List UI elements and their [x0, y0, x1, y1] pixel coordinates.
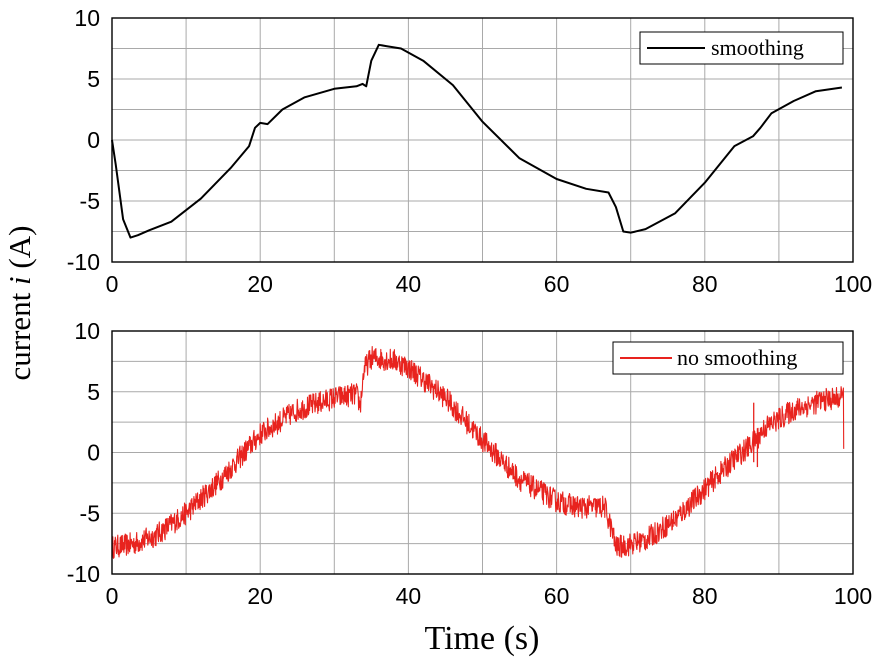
top-panel: 0 20 40 60 80 100 10 5 0 -5 -10 smoothing [67, 5, 872, 297]
y-tick-label: -5 [80, 500, 100, 526]
x-tick-label: 60 [544, 583, 570, 609]
x-tick-label: 20 [247, 271, 273, 297]
y-tick-label: 5 [87, 66, 100, 92]
x-tick-label: 100 [834, 271, 872, 297]
legend-label: no smoothing [677, 345, 797, 370]
x-tick-label: 0 [106, 583, 119, 609]
y-axis-label-prefix: current [2, 285, 37, 381]
y-tick-label: 10 [74, 5, 100, 31]
x-tick-label: 0 [106, 271, 119, 297]
y-axis-label: current i (A) [2, 226, 37, 381]
y-tick-label: 0 [87, 440, 100, 466]
legend: no smoothing [612, 341, 844, 375]
x-tick-label: 40 [396, 583, 422, 609]
y-axis-label-suffix: (A) [2, 226, 37, 277]
bottom-panel: 0 20 40 60 80 100 10 5 0 -5 -10 no smoothing [67, 318, 872, 609]
x-tick-label: 20 [247, 583, 273, 609]
y-tick-label: 0 [87, 127, 100, 153]
y-tick-label: -10 [67, 561, 100, 587]
x-tick-label: 80 [692, 583, 718, 609]
legend: smoothing [639, 31, 844, 65]
y-tick-label: -10 [67, 249, 100, 275]
y-tick-label: 5 [87, 379, 100, 405]
series-line [111, 43, 843, 239]
plot-frame [111, 17, 854, 263]
y-axis-label-symbol: i [2, 276, 37, 285]
x-axis-label: Time (s) [425, 620, 540, 657]
x-tick-label: 100 [834, 583, 872, 609]
legend-label: smoothing [711, 35, 804, 60]
series-line [111, 346, 845, 559]
x-tick-label: 40 [396, 271, 422, 297]
y-tick-label: -5 [80, 188, 100, 214]
x-tick-label: 60 [544, 271, 570, 297]
x-tick-label: 80 [692, 271, 718, 297]
y-tick-label: 10 [74, 318, 100, 344]
plot-frame [111, 330, 854, 575]
